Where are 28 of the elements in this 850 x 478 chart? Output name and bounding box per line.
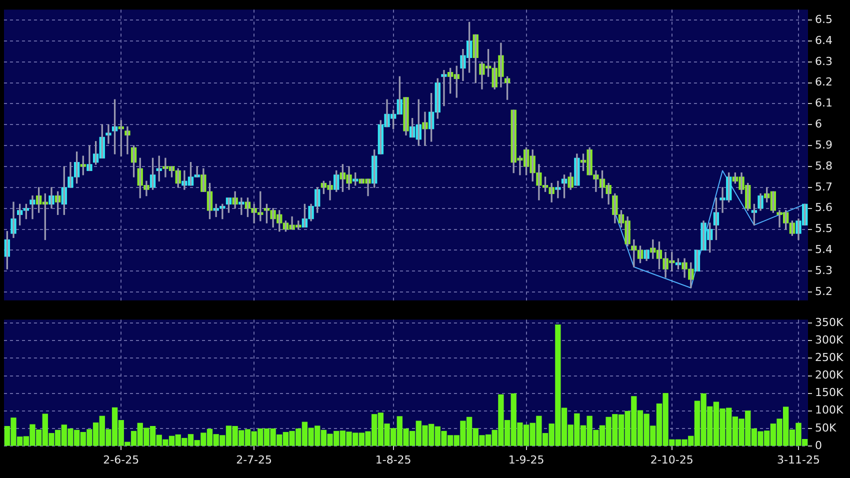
- y-tick-label: 6.3: [815, 54, 832, 68]
- x-tick-label: 2-6-25: [103, 453, 140, 466]
- y-tick-label: 5.8: [815, 159, 832, 172]
- y-tick-label: 5.7: [815, 180, 832, 194]
- y-tick-label: 5.3: [815, 264, 832, 277]
- y-tick-label: 250K: [815, 351, 844, 364]
- y-tick-label: 300K: [815, 334, 844, 347]
- y-tick-label: 100K: [815, 404, 844, 417]
- y-tick-label: 5.9: [815, 138, 832, 152]
- y-tick-label: 5.2: [815, 284, 832, 298]
- y-tick-label: 0: [815, 438, 822, 452]
- y-tick-label: 6.1: [815, 96, 832, 110]
- x-tick-label: 3-11-25: [777, 453, 820, 466]
- y-tick-label: 350K: [815, 316, 844, 329]
- y-tick-label: 200K: [815, 368, 844, 382]
- y-tick-label: 6.5: [815, 12, 832, 26]
- y-tick-label: 5.4: [815, 243, 832, 256]
- x-tick-label: 1-9-25: [508, 453, 544, 466]
- y-tick-label: 50K: [815, 421, 837, 434]
- y-tick-label: 6.4: [815, 34, 832, 47]
- y-tick-label: 150K: [815, 386, 844, 400]
- x-tick-label: 1-8-25: [375, 453, 412, 466]
- y-tick-label: 5.5: [815, 222, 832, 236]
- y-tick-label: 5.6: [815, 201, 832, 214]
- x-tick-label: 2-10-25: [650, 453, 694, 466]
- y-tick-label: 6.2: [815, 76, 832, 89]
- y-tick-label: 6: [815, 118, 822, 131]
- x-tick-label: 2-7-25: [236, 453, 272, 466]
